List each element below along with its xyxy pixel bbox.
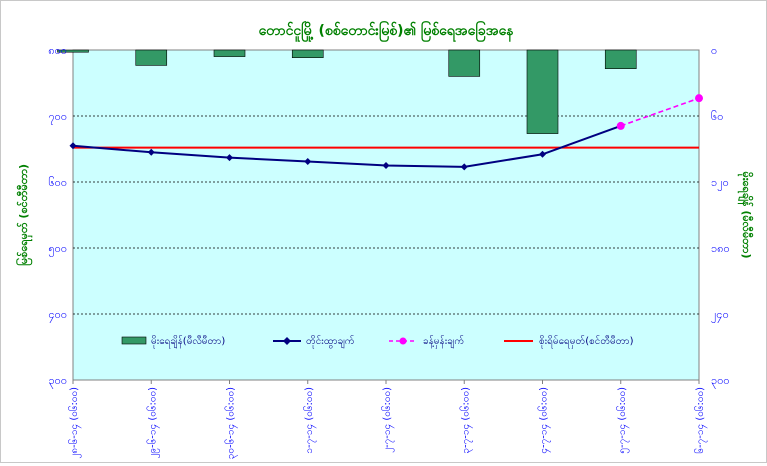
rainfall-bar (135, 49, 168, 66)
rainfall-bar (291, 49, 324, 58)
legend-forecast-label: ခန့်မှန်းချက် (423, 334, 464, 349)
legend-rainfall-swatch (121, 336, 147, 345)
x-tick-label: ၂၉-၆-၁၄ (၀၆:၀၀) (145, 387, 160, 459)
y-right-tick-label: ၂၄၀ (711, 308, 729, 323)
x-tick-label: ၃-၇-၁၄ (၀၆:၀၀) (458, 387, 473, 454)
forecast-point (695, 94, 703, 103)
x-tick-label: ၅-၇-၁၄ (၀၆:၀၀) (615, 387, 630, 454)
y-left-tick-label: ၇၀၀ (48, 110, 67, 125)
x-tick-label: ၃၀-၆-၁၄ (၀၆:၀၀) (224, 387, 239, 459)
forecast-point (616, 121, 625, 130)
y-right-tick-label: ၀ (711, 44, 717, 57)
observed-point (382, 162, 390, 169)
y-right-axis-title: မိုးရေချိန် (မီလီမီတာ) (737, 172, 754, 259)
observed-point (69, 142, 77, 150)
y-left-tick-label: ၈၀၀ (48, 44, 67, 57)
grid-lines (72, 115, 700, 384)
y-left-tick-label: ၃၀၀ (48, 374, 67, 389)
chart-title: တောင်ငူမြို့ (စစ်တောင်းမြစ်)၏ မြစ်ရေအခြေ… (259, 21, 515, 42)
x-tick-label: ၂-၇-၁၄ (၀၆:၀၀) (380, 387, 395, 453)
observed-point (147, 148, 155, 156)
y-left-tick-label: ၅၀၀ (48, 242, 67, 257)
x-tick-label: ၂၈-၆-၁၄ (၀၆:၀၀) (67, 387, 82, 459)
rainfall-bar (213, 49, 246, 57)
rainfall-bar (448, 49, 481, 77)
axis-ticks: ၈၀၀၇၀၀၆၀၀၅၀၀၄၀၀၃၀၀၀၆၀၁၂၀၁၈၀၂၄၀၃၀၀၂၈-၆-၁၄… (48, 44, 729, 459)
x-tick-label: ၆-၇-၁၄ (၀၆:၀၀) (693, 387, 708, 454)
observed-point (539, 150, 546, 158)
observed-point (226, 154, 233, 162)
observed-level-line (72, 124, 622, 168)
y-right-tick-label: ၆၀ (711, 110, 723, 123)
observed-point (304, 158, 312, 166)
plot-area (72, 49, 700, 381)
legend-forecast-marker (399, 337, 407, 345)
rainfall-bars (57, 49, 637, 134)
y-left-tick-label: ၆၀၀ (48, 176, 67, 189)
rainfall-bar (604, 49, 637, 70)
y-left-axis-title: မြစ်ရေမှတ် (စင်တီမီတာ) (15, 164, 33, 266)
y-left-tick-label: ၄၀၀ (48, 308, 67, 323)
rainfall-bar (526, 49, 559, 134)
x-tick-label: ၁-၇-၁၄ (၀၆:၀၀) (302, 387, 317, 454)
level-lines (69, 94, 703, 171)
y-right-tick-label: ၃၀၀ (711, 374, 730, 389)
y-right-tick-label: ၁၈၀ (711, 242, 730, 255)
observed-point (460, 163, 468, 171)
legend-rainfall-label: မိုးရေချိန်(မီလီမီတာ) (151, 334, 225, 349)
x-tick-label: ၄-၇-၁၄ (၀၆:၀၀) (537, 387, 552, 454)
legend-observed-marker (283, 337, 291, 345)
forecast-line (620, 97, 700, 127)
legend-danger-label: စိုးရိမ်ရေမှတ်(စင်တီမီတာ) (539, 334, 634, 349)
legend: မိုးရေချိန်(မီလီမီတာ) တိုင်းထွာချက် ခန့်… (121, 334, 634, 349)
rainfall-bar (57, 49, 89, 53)
legend-observed-label: တိုင်းထွာချက် (306, 334, 355, 349)
y-right-tick-label: ၁၂၀ (711, 176, 729, 191)
